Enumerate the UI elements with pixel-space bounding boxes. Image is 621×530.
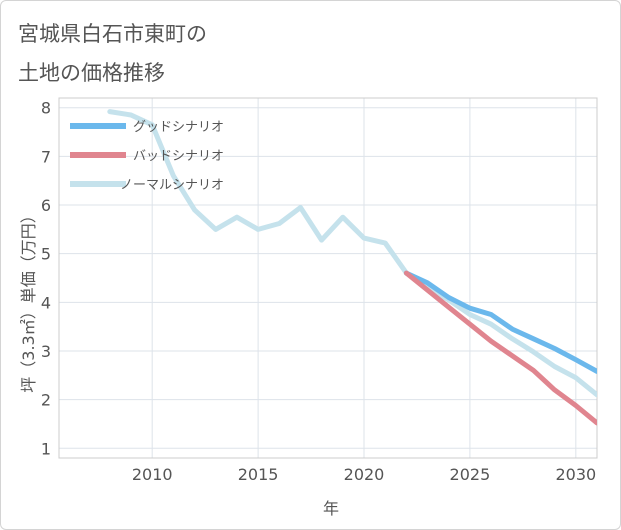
y-tick-label: 6 xyxy=(41,196,51,215)
x-axis-label: 年 xyxy=(323,499,339,518)
y-tick-label: 3 xyxy=(41,342,51,361)
series-line-2 xyxy=(403,270,597,426)
y-axis-label: 坪（3.3㎡）単価（万円） xyxy=(19,207,38,392)
x-tick-label: 2025 xyxy=(450,465,491,484)
plot-frame xyxy=(58,97,598,459)
legend-label: バッドシナリオ xyxy=(133,149,224,164)
series-line-0 xyxy=(107,109,597,398)
chart-title-line-2: 土地の価格推移 xyxy=(18,61,165,85)
series-line-1 xyxy=(403,270,597,374)
x-tick-label: 2010 xyxy=(132,465,173,484)
legend-label: グッドシナリオ xyxy=(133,120,224,135)
x-tick-label: 2020 xyxy=(344,465,385,484)
y-tick-label: 1 xyxy=(41,439,51,458)
x-tick-labels: 2010 2015 2020 2025 2030 xyxy=(132,465,596,484)
chart-title-line-1: 宮城県白石市東町の xyxy=(18,22,207,46)
y-tick-label: 4 xyxy=(41,293,51,312)
series-lines xyxy=(107,109,597,426)
grid-lines xyxy=(59,98,597,458)
y-tick-labels: 1 2 3 4 5 6 7 8 xyxy=(41,99,51,459)
y-tick-label: 2 xyxy=(41,391,51,410)
y-tick-label: 7 xyxy=(41,147,51,166)
x-tick-label: 2030 xyxy=(555,465,596,484)
y-tick-label: 5 xyxy=(41,245,51,264)
legend-label: ノーマルシナリオ xyxy=(120,178,224,193)
y-tick-label: 8 xyxy=(41,99,51,118)
x-tick-label: 2015 xyxy=(238,465,279,484)
